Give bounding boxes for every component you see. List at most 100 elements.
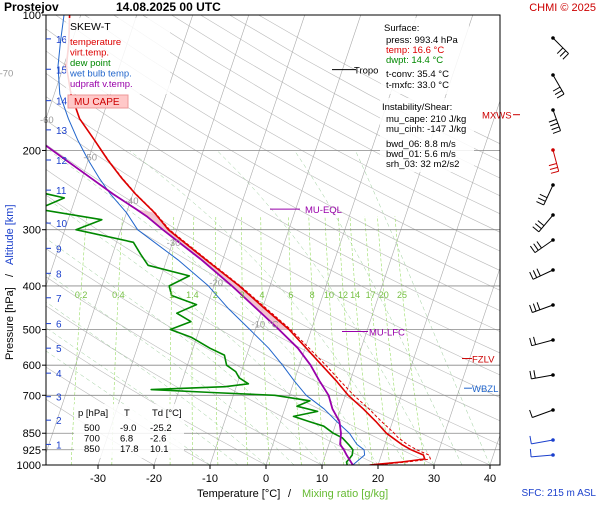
- surface-press: press: 993.4 hPa: [386, 35, 459, 46]
- wind-barb-staff: [531, 454, 554, 458]
- wind-barb-feather: [529, 337, 533, 346]
- dry-adiabat: [171, 15, 500, 197]
- altitude-tick-label: 4: [56, 369, 62, 380]
- wind-barb-feather: [562, 53, 569, 60]
- temperature-tick-label: 0: [263, 473, 269, 485]
- level-table-cell: 6.8: [120, 434, 133, 445]
- pressure-tick-label: 925: [23, 445, 41, 457]
- moist-adiabat: [216, 150, 435, 465]
- wind-barb-feather: [550, 122, 558, 127]
- surface-tmxfc: t-mxfc: 33.0 °C: [386, 80, 449, 91]
- dry-adiabat: [46, 28, 500, 291]
- dry-adiabat: [46, 248, 435, 465]
- isotherm: [433, 267, 500, 465]
- mixing-ratio-label: 0.4: [112, 290, 125, 300]
- level-markers: Tropo MU-EQL MU-LFC FZLV WBZL MXWS: [270, 66, 520, 395]
- legend-title: SKEW-T: [70, 21, 111, 33]
- wind-barb-feather: [537, 197, 546, 202]
- mixing-ratio-label: 3: [240, 290, 245, 300]
- altitude-tick-label: 11: [56, 186, 67, 197]
- dry-adiabat: [46, 119, 500, 376]
- wind-barb-feather: [534, 223, 542, 230]
- pressure-tick-label: 200: [23, 145, 41, 157]
- mixing-ratio-label: 0.2: [75, 290, 88, 300]
- mixing-ratio-label: 17: [366, 290, 376, 300]
- wind-barb-feather: [556, 93, 565, 99]
- level-table-cell: 17.8: [120, 444, 139, 455]
- mixing-ratio-line: [308, 216, 326, 465]
- legend-item: wet bulb temp.: [69, 69, 132, 80]
- bwd-01-value: bwd_01: 5.6 m/s: [386, 149, 456, 160]
- temperature-axis: -30 -20 -10 0 10 20 30 40: [90, 465, 496, 485]
- wind-barb-feather: [529, 370, 532, 379]
- mixing-ratio-label: 1.4: [186, 290, 199, 300]
- mixing-ratio-line: [191, 216, 195, 465]
- y-axis-title-group: Pressure [hPa] / Altitude [km]: [4, 204, 16, 360]
- instability-info: Instability/Shear: mu_cape: 210 J/kg mu_…: [380, 98, 474, 172]
- wind-barb-feather: [539, 193, 548, 199]
- level-table-header: p [hPa]: [78, 408, 108, 419]
- surface-dwpt: dwpt: 14.4 °C: [386, 55, 443, 66]
- wind-barb-feather: [529, 245, 536, 253]
- isotherm: [46, 15, 82, 120]
- y-axis-title: Pressure [hPa]: [4, 287, 16, 360]
- moist-adiabat: [355, 150, 491, 465]
- mixing-ratio-line: [214, 216, 219, 465]
- mu-eql-label: MU-EQL: [305, 205, 342, 216]
- wet-bulb-line: [57, 15, 366, 465]
- isotherm: [209, 15, 362, 465]
- wind-barb-staff: [552, 74, 565, 95]
- temperature-tick-label: 20: [372, 473, 384, 485]
- legend-background: [66, 18, 170, 94]
- wind-barb-staff: [552, 37, 569, 54]
- dry-adiabat: [55, 15, 500, 271]
- wind-barb-feather: [533, 370, 536, 379]
- temperature-tick-label: -10: [202, 473, 218, 485]
- wind-barb-feather: [533, 336, 537, 345]
- mixing-ratio-line: [260, 216, 270, 465]
- altitude-tick-label: 2: [56, 416, 62, 427]
- level-table-cell: -25.2: [150, 423, 172, 434]
- altitude-tick-label: 8: [56, 269, 62, 280]
- surface-title: Surface:: [384, 23, 419, 34]
- updraft-line: [46, 144, 354, 465]
- wind-barb-staff: [532, 409, 554, 418]
- y-axis-separator: /: [4, 273, 16, 277]
- altitude-tick-label: 3: [56, 393, 62, 404]
- dry-adiabat: [84, 15, 500, 252]
- wind-barbs: [529, 36, 569, 458]
- series-layer: [46, 15, 431, 465]
- mixing-ratio-label: 20: [379, 290, 389, 300]
- legend-item: temperature: [70, 37, 121, 48]
- wind-barb-feather: [536, 302, 541, 310]
- surface-info: Surface: press: 993.4 hPa temp: 16.6 °C …: [381, 18, 469, 94]
- wind-barb-feather: [532, 270, 538, 278]
- level-table: p [hPa] T Td [°C] 500 -9.0 -25.2 700 6.8 -2.6 850…: [74, 404, 184, 458]
- mixing-ratio-label: 8: [310, 290, 315, 300]
- instability-title: Instability/Shear:: [382, 102, 452, 113]
- wind-barb-feather: [552, 86, 561, 92]
- altitude-tick-label: 12: [56, 156, 68, 167]
- max-wind-label: MXWS: [482, 111, 512, 122]
- legend-item: udpraft v.temp.: [70, 79, 133, 90]
- temperature-tick-label: -30: [90, 473, 106, 485]
- mu-cinh-value: mu_cinh: -147 J/kg: [386, 124, 466, 135]
- srh-03-value: srh_03: 32 m2/s2: [386, 159, 459, 170]
- mixing-ratio-label: 1: [169, 290, 174, 300]
- wind-barb-feather: [529, 409, 533, 418]
- surface-info-background: [381, 18, 469, 94]
- level-table-header: Td [°C]: [152, 408, 182, 419]
- wind-barb-feather: [556, 47, 564, 54]
- level-table-cell: -2.6: [150, 434, 166, 445]
- dry-adiabat: [46, 169, 500, 422]
- altitude-tick-label: 5: [56, 344, 62, 355]
- level-table-cell: 850: [84, 444, 100, 455]
- wind-barb-feather: [550, 170, 559, 174]
- isotherm-label: -20: [209, 278, 223, 289]
- x-axis-title: Temperature [°C]: [197, 488, 280, 500]
- pressure-tick-label: 500: [23, 325, 41, 337]
- mixing-ratio-label: 14: [350, 290, 360, 300]
- surface-tconv: t-conv: 35.4 °C: [386, 69, 449, 80]
